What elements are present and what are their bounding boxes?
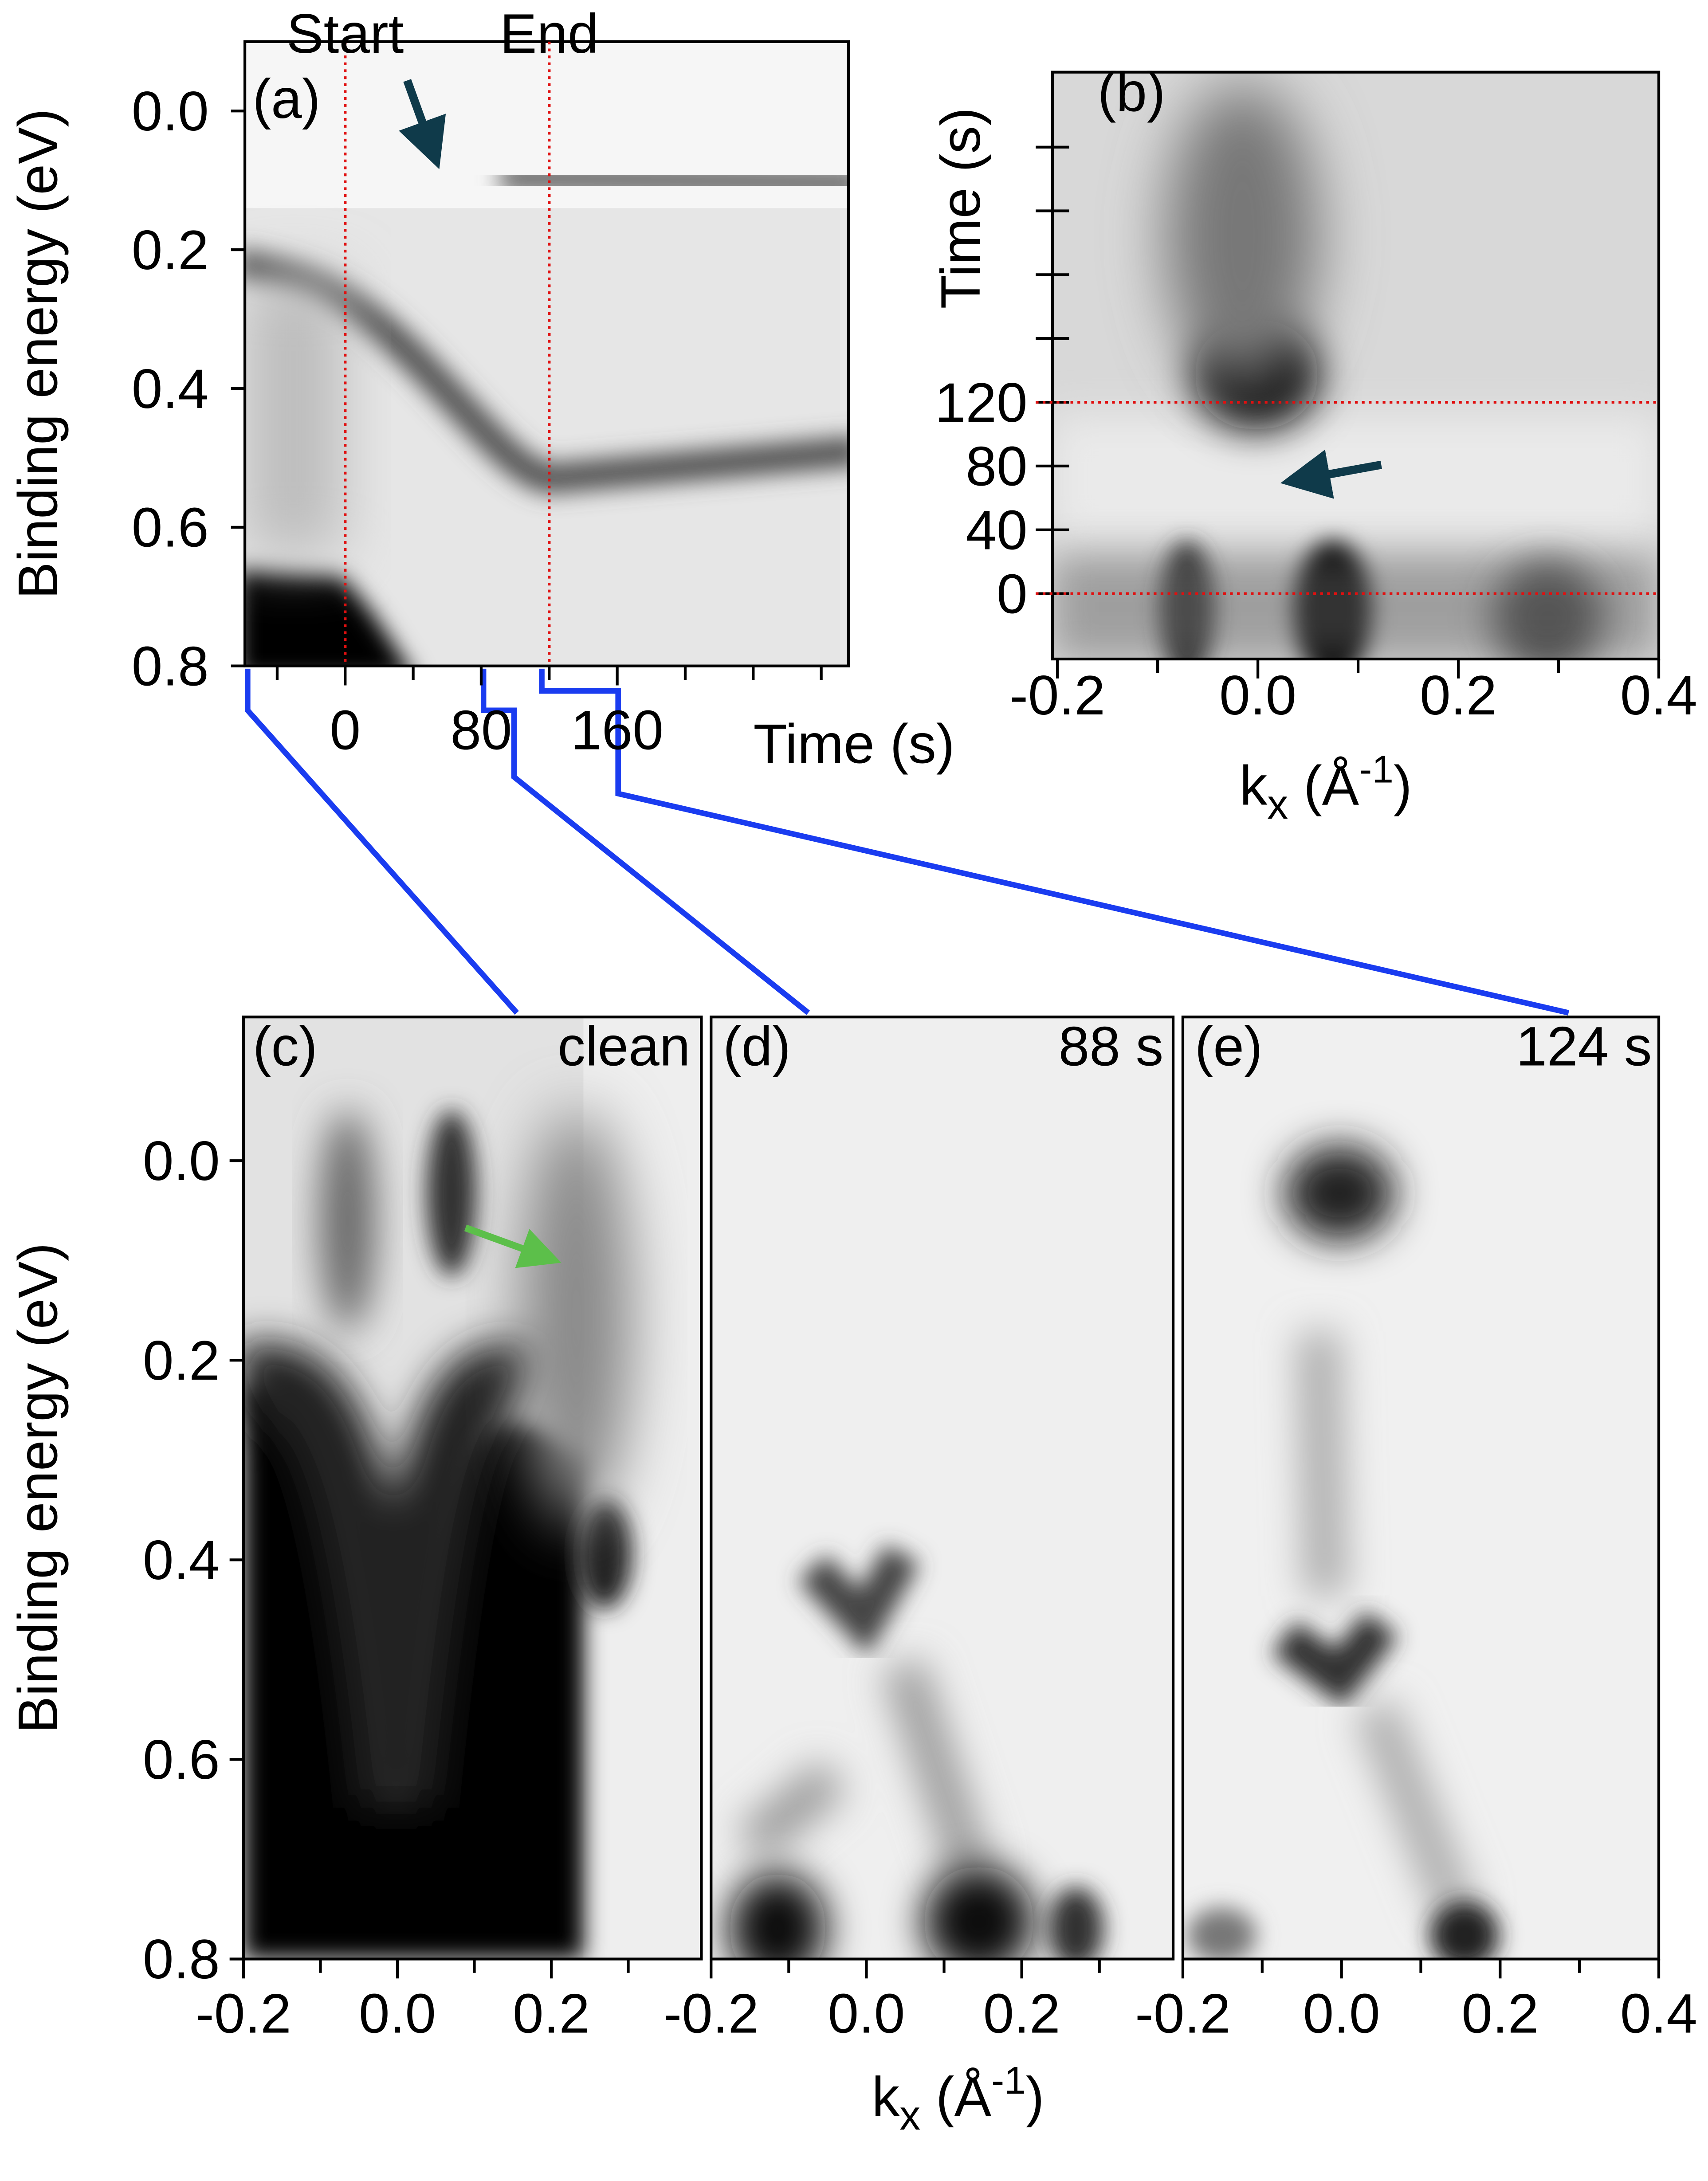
panel-label: (e)	[1195, 1016, 1263, 1078]
x-tick-label: 0.4	[1620, 1982, 1697, 2044]
panel-label: (a)	[252, 68, 320, 130]
x-axis-label: Time (s)	[753, 713, 954, 775]
x-axis-label-part: k	[872, 2066, 900, 2128]
y-tick-label: 0.6	[132, 497, 209, 559]
panel-label: (c)	[253, 1016, 318, 1078]
y-axis-label: Binding energy (eV)	[7, 109, 69, 599]
x-axis-label-part: Time (s)	[753, 713, 954, 775]
x-tick-label: 0.2	[1461, 1982, 1539, 2044]
panel-e-image	[1182, 1017, 1659, 1959]
x-tick-label: 0	[330, 699, 361, 761]
marker-label: End	[500, 3, 599, 65]
x-axis-label-part: (Å	[1288, 755, 1359, 817]
panel-a-frame	[243, 40, 850, 667]
y-tick-label: 0.0	[143, 1130, 220, 1192]
x-axis-label: kx (Å-1)	[872, 2059, 1044, 2138]
x-tick-label: 80	[450, 699, 512, 761]
annotation: 88 s	[1059, 1016, 1164, 1078]
x-tick-label: -0.2	[1135, 1982, 1231, 2044]
x-axis-label-part: )	[1394, 755, 1412, 817]
x-axis-label-part: k	[1240, 755, 1268, 817]
y-tick-label: 0.8	[132, 635, 209, 697]
x-axis-label-part: )	[1026, 2066, 1044, 2128]
x-tick-label: 0.2	[983, 1982, 1060, 2044]
y-tick-label: 80	[966, 435, 1027, 498]
y-tick-label: 0.0	[132, 80, 209, 142]
y-tick-label: 0.8	[143, 1928, 220, 1990]
x-tick-label: -0.2	[196, 1982, 291, 2044]
y-tick-label: 40	[966, 499, 1027, 561]
x-tick-label: 160	[571, 699, 664, 761]
x-axis-label-part: (Å	[920, 2066, 991, 2128]
x-axis-label-part: -1	[1359, 747, 1394, 791]
panel-label: (d)	[723, 1016, 791, 1078]
y-tick-label: 0.2	[143, 1330, 220, 1392]
annotation: clean	[558, 1016, 690, 1078]
y-tick-label: 120	[935, 372, 1028, 434]
y-axis-label: Time (s)	[930, 107, 992, 309]
annotation: 124 s	[1516, 1016, 1652, 1078]
y-axis-label: Binding energy (eV)	[7, 1243, 69, 1733]
x-axis-label-part: -1	[991, 2059, 1026, 2102]
panel-c-image	[243, 1017, 702, 1959]
y-tick-label: 0	[997, 563, 1028, 625]
panel-b-image	[1052, 72, 1659, 659]
marker-label: Start	[287, 3, 404, 65]
x-tick-label: 0.0	[1303, 1982, 1380, 2044]
arrow	[399, 79, 446, 169]
panel-d-frame	[710, 1016, 1175, 1961]
y-tick-label: 0.4	[132, 358, 209, 420]
y-tick-label: 0.4	[143, 1529, 220, 1591]
y-tick-label: 0.6	[143, 1729, 220, 1791]
connector-lines	[245, 668, 1570, 1016]
panel-label: (b)	[1098, 61, 1166, 123]
panel-d-image	[711, 1017, 1174, 1959]
y-tick-label: 0.2	[132, 219, 209, 281]
x-tick-label: -0.2	[663, 1982, 759, 2044]
x-axis-label-part: x	[899, 2092, 920, 2138]
panel-c-frame	[242, 1016, 703, 1961]
x-tick-label: 0.2	[513, 1982, 590, 2044]
arrow	[1280, 449, 1382, 499]
x-axis-label-part: x	[1267, 781, 1288, 828]
x-tick-label: 0.0	[828, 1982, 905, 2044]
arrow	[464, 1224, 561, 1268]
x-tick-label: 0.0	[359, 1982, 436, 2044]
x-axis-label: kx (Å-1)	[1240, 747, 1412, 827]
panel-b-frame	[1051, 71, 1661, 661]
